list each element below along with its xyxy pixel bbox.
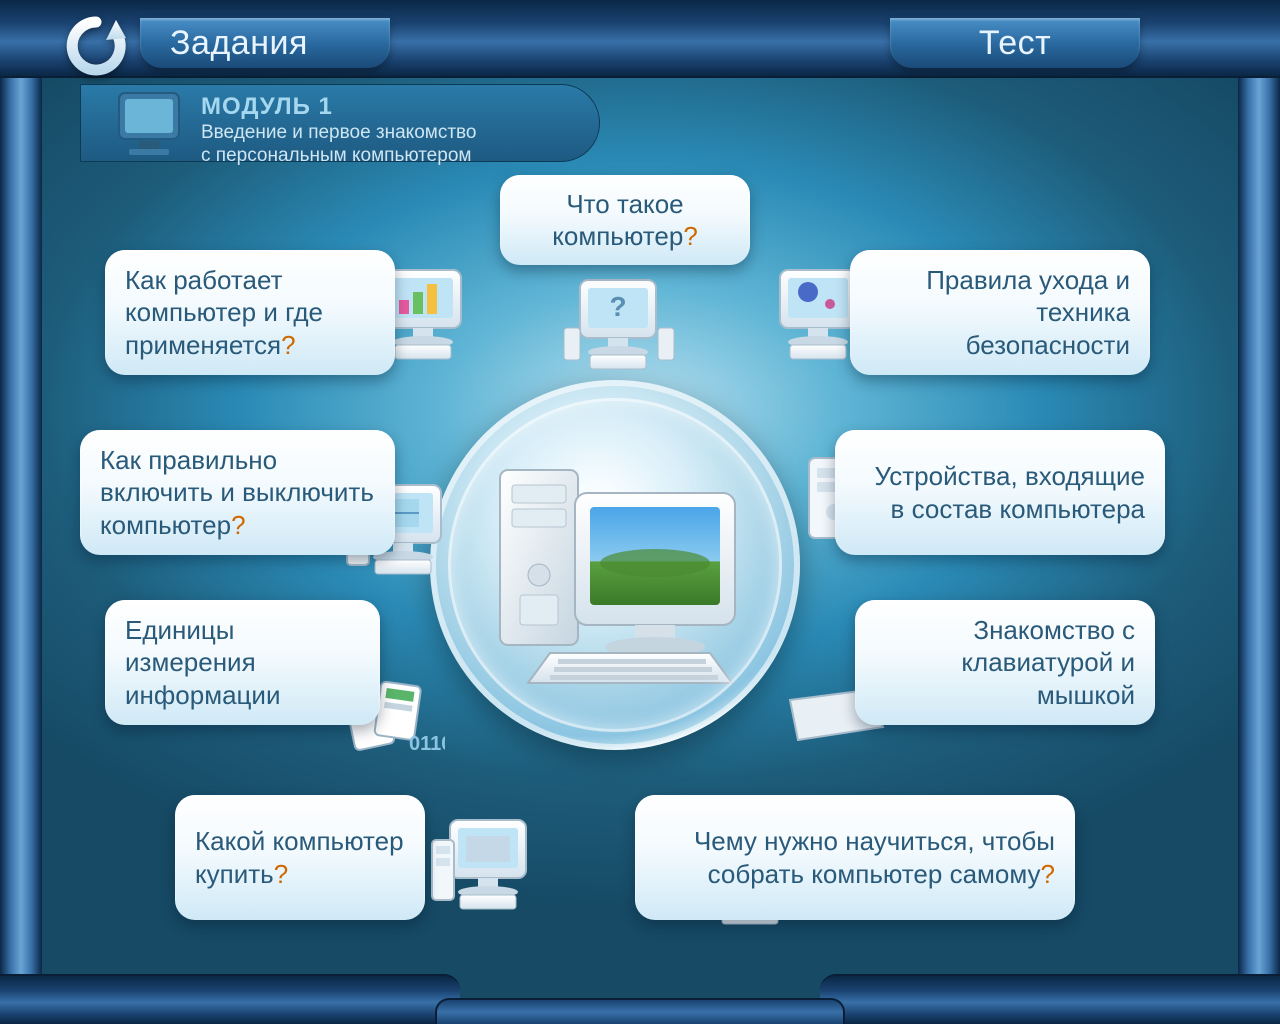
topic-card-care-safety[interactable]: Правила ухода и техника безопасности xyxy=(850,250,1150,375)
svg-text:?: ? xyxy=(609,291,626,322)
module-title: МОДУЛЬ 1 xyxy=(201,93,579,122)
topic-label: Единицы измерения информации xyxy=(125,614,360,712)
topic-card-power-onoff[interactable]: Как правильно включить и выключить компь… xyxy=(80,430,395,555)
topic-label: Какой компьютер купить? xyxy=(195,825,405,890)
topic-card-how-works[interactable]: Как работает компьютер и где применяется… xyxy=(105,250,395,375)
topic-card-keyboard-mouse[interactable]: Знакомство с клавиатурой и мышкой xyxy=(855,600,1155,725)
frame-right xyxy=(1238,60,1280,984)
tab-test-label: Тест xyxy=(979,24,1051,63)
module-monitor-icon xyxy=(111,87,195,159)
topic-card-devices[interactable]: Устройства, входящие в состав компьютера xyxy=(835,430,1165,555)
topic-label: Чему нужно научиться, чтобы собрать комп… xyxy=(655,825,1055,890)
topic-card-units[interactable]: Единицы измерения информации xyxy=(105,600,380,725)
module-banner: МОДУЛЬ 1 Введение и первое знакомство с … xyxy=(80,84,600,162)
frame-left xyxy=(0,60,42,984)
topic-label: Как правильно включить и выключить компь… xyxy=(100,444,375,542)
frame-bottom xyxy=(0,974,1280,1024)
reload-button[interactable] xyxy=(56,6,136,86)
tab-test[interactable]: Тест xyxy=(890,18,1140,68)
topic-card-what-is[interactable]: Что такое компьютер? xyxy=(500,175,750,265)
svg-text:0110: 0110 xyxy=(409,733,445,755)
desktop-tower-icon xyxy=(430,810,550,920)
topic-label: Как работает компьютер и где применяется… xyxy=(125,264,375,362)
topic-label: Устройства, входящие в состав компьютера xyxy=(855,460,1145,525)
tab-tasks-label: Задания xyxy=(170,24,308,63)
tab-tasks[interactable]: Задания xyxy=(140,18,390,68)
topic-card-build-yourself[interactable]: Чему нужно научиться, чтобы собрать комп… xyxy=(635,795,1075,920)
topic-label: Правила ухода и техника безопасности xyxy=(870,264,1130,362)
monitor-question-icon: ? xyxy=(560,270,680,380)
reload-icon xyxy=(64,14,128,78)
module-subtitle-1: Введение и первое знакомство xyxy=(201,122,579,145)
topic-label: Знакомство с клавиатурой и мышкой xyxy=(875,614,1135,712)
topic-card-which-buy[interactable]: Какой компьютер купить? xyxy=(175,795,425,920)
central-hub xyxy=(430,380,800,750)
module-subtitle-2: с персональным компьютером xyxy=(201,145,579,168)
topic-label: Что такое компьютер? xyxy=(520,188,730,253)
